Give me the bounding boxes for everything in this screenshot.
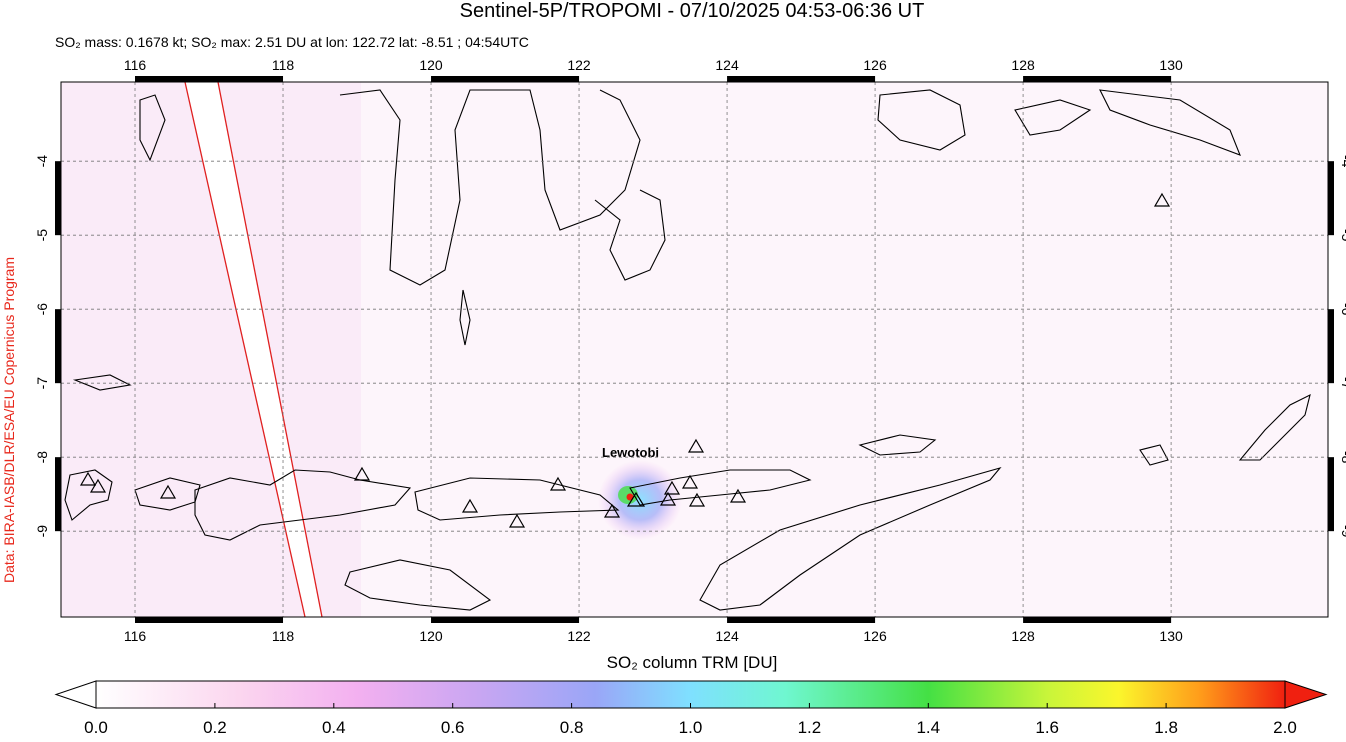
lat-tick-label: -8 [1339,451,1346,464]
volcanoes [79,192,1171,528]
lat-tick-label: -5 [34,229,50,242]
lon-tick-label: 120 [419,57,443,73]
frame-bar [1328,457,1334,532]
colorbar-over [1284,680,1328,709]
lat-tick-label: -9 [34,525,50,538]
lon-tick-label: 130 [1159,57,1183,73]
colorbar-tick-label: 0.2 [203,718,227,737]
frame-bar [135,617,284,623]
frame-bar [1023,617,1172,623]
colorbar: 0.0 0.2 0.4 0.6 0.8 1.0 1.2 1.4 1.6 1.8 2.0 [54,680,1328,737]
frame-bar [431,617,580,623]
frame-bar [1328,309,1334,384]
frame-bar [55,457,61,532]
lon-tick-label: 126 [863,628,887,644]
map-area: Lewotobi [61,82,1328,617]
lon-tick-label: 116 [124,57,147,73]
lon-tick-label: 124 [715,628,739,644]
lon-tick-label: 118 [272,628,295,644]
colorbar-tick-label: 1.8 [1154,718,1178,737]
map-frame: 116 116 118 118 120 120 122 122 124 124 126 126 128 1… [34,57,1346,644]
lon-tick-label: 116 [124,628,147,644]
swath-gap [185,82,322,617]
lon-tick-label: 124 [715,57,739,73]
lon-tick-label: 128 [1011,57,1035,73]
frame-bar [135,76,284,82]
colorbar-tick-label: 1.2 [798,718,822,737]
lon-tick-label: 120 [419,628,443,644]
colorbar-label: SO₂ column TRM [DU] [607,653,778,672]
lat-tick-label: -7 [1339,377,1346,390]
lon-tick-label: 130 [1159,628,1183,644]
volcano-label: Lewotobi [602,445,659,460]
lat-tick-label: -7 [34,377,50,390]
lon-tick-label: 122 [567,628,591,644]
credit: Data: BIRA-IASB/DLR/ESA/EU Copernicus Pr… [1,257,17,583]
frame-bar [55,309,61,384]
lat-tick-label: -6 [1339,303,1346,316]
frame-border [60,81,1329,618]
lat-tick-label: -5 [1339,229,1346,242]
frame-bar [727,76,876,82]
lat-tick-label: -6 [34,303,50,316]
lat-tick-label: -9 [1339,525,1346,538]
colorbar-tick-label: 2.0 [1273,718,1297,737]
colorbar-tick-label: 0.0 [84,718,108,737]
colorbar-tick-label: 1.4 [916,718,940,737]
so2-max [626,493,634,501]
colorbar-tick-label: 0.4 [322,718,346,737]
swath-edge [184,82,306,617]
lon-tick-label: 126 [863,57,887,73]
lat-tick-label: -8 [34,451,50,464]
subtitle: SO₂ mass: 0.1678 kt; SO₂ max: 2.51 DU at… [55,34,529,50]
frame-bar [727,617,876,623]
lat-tick-label: -4 [34,155,50,168]
coastlines [64,89,1311,611]
colorbar-tick-label: 1.6 [1035,718,1059,737]
colorbar-under [54,680,97,709]
frame-bar [55,161,61,236]
frame-bar [1328,161,1334,236]
title: Sentinel-5P/TROPOMI - 07/10/2025 04:53-0… [460,0,925,22]
swath-edge [217,82,323,617]
colorbar-tick-label: 0.8 [560,718,584,737]
lon-tick-label: 118 [272,57,295,73]
colorbar-tick-label: 1.0 [679,718,703,737]
frame-bar [1023,76,1172,82]
colorbar-tick-label: 0.6 [441,718,465,737]
lon-tick-label: 122 [567,57,591,73]
lat-tick-label: -4 [1339,155,1346,168]
lon-tick-label: 128 [1011,628,1035,644]
frame-bar [431,76,580,82]
